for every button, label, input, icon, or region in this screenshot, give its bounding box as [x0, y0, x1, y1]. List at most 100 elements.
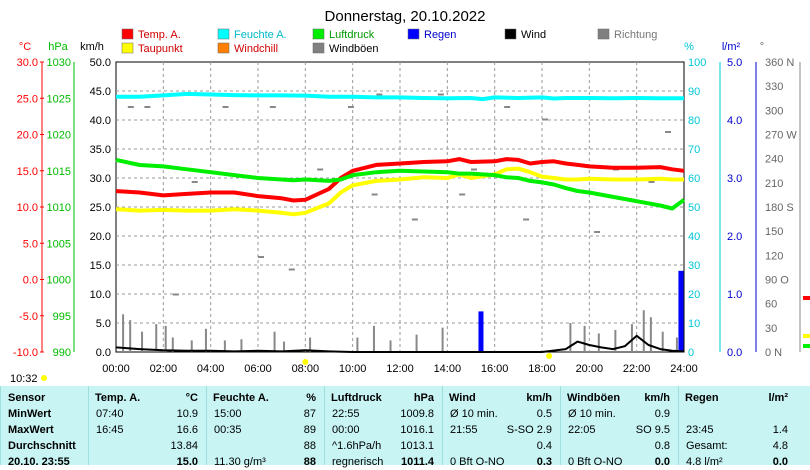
chart-title: Donnerstag, 20.10.2022 [325, 8, 486, 25]
temp-axis-tick: 30.0 [17, 57, 38, 69]
x-tick: 12:00 [386, 363, 414, 375]
legend-label: Temp. A. [138, 29, 181, 41]
legend-swatch [121, 28, 134, 40]
humidity-axis-tick: 80 [688, 115, 700, 127]
x-tick: 16:00 [481, 363, 509, 375]
wind-axis-tick: 30.0 [90, 173, 111, 185]
cell-luftdruck-info: 00:00 [332, 424, 360, 436]
wind-axis-tick: 15.0 [90, 260, 111, 272]
series [115, 91, 810, 365]
cell-luftdruck-value: 1013.1 [400, 440, 434, 452]
header-regen-unit: l/m² [768, 392, 788, 404]
legend-label: Regen [424, 29, 456, 41]
axes: 30.025.020.015.010.05.00.0-5.0-10.0°C103… [13, 41, 801, 375]
humidity-axis-tick: 30 [688, 260, 700, 272]
cell-windboeen-info: 0 Bft O-NO [568, 456, 623, 468]
humidity-axis-unit: % [684, 41, 694, 53]
weather-chart: Donnerstag, 20.10.2022 Temp. A. Taupunkt F… [10, 8, 810, 385]
legend-swatch [504, 28, 517, 40]
direction-axis-tick: 360 N [765, 57, 794, 69]
series-taupunkt [115, 166, 684, 217]
humidity-axis-tick: 20 [688, 289, 700, 301]
table-col-wind [442, 386, 561, 465]
temp-axis-tick: 5.0 [23, 238, 38, 250]
rain-axis-tick: 2.0 [727, 231, 742, 243]
cell-wind-info: Ø 10 min. [450, 408, 498, 420]
cell-windboeen-value: 0.0 [654, 456, 670, 468]
table-row: Durchschnitt 13.84 88 ^1.6hPa/h 1013.1 0.4 0.8… [0, 438, 810, 454]
cell-feuchte-info: 00:35 [214, 424, 242, 436]
direction-axis-tick: 60 [765, 299, 777, 311]
cell-regen-value: 4.8 [772, 440, 788, 452]
cell-windboeen-info: 22:05 [568, 424, 596, 436]
wind-axis-tick: 10.0 [90, 289, 111, 301]
cell-temp-value: 16.6 [176, 424, 198, 436]
header-luftdruck-label: Luftdruck [331, 392, 382, 404]
row-label: MinWert [8, 408, 52, 420]
temp-axis-tick: 10.0 [17, 202, 38, 214]
cell-feuchte-value: 89 [303, 424, 316, 436]
cell-windboeen-value: SO 9.5 [635, 424, 670, 436]
rain-axis-tick: 4.0 [727, 115, 742, 127]
direction-axis-tick: 90 O [765, 275, 789, 287]
direction-axis-tick: 270 W [765, 130, 797, 142]
direction-axis-tick: 240 [765, 154, 783, 166]
pressure-axis-tick: 995 [53, 311, 71, 323]
cell-regen-value: 1.4 [772, 424, 788, 436]
row-label: MaxWert [8, 424, 54, 436]
cell-wind-value: 0.4 [536, 440, 552, 452]
x-tick: 02:00 [150, 363, 178, 375]
legend-swatch [312, 42, 325, 54]
cell-regen-info: 4.8 l/m² [686, 456, 723, 468]
legend-label: Windchill [234, 43, 278, 55]
cell-temp-info: 07:40 [96, 408, 124, 420]
wind-axis-tick: 45.0 [90, 86, 111, 98]
x-tick: 20:00 [576, 363, 604, 375]
cell-wind-value: 0.5 [536, 408, 552, 420]
cell-temp-value: 13.84 [170, 440, 198, 452]
table-col-regen [678, 386, 797, 465]
humidity-axis-tick: 70 [688, 144, 700, 156]
cell-luftdruck-info: regnerisch [332, 456, 384, 468]
legend-label: Wind [521, 29, 546, 41]
legend-label: Windböen [329, 43, 379, 55]
header-temp-unit: °C [185, 392, 198, 404]
temp-axis-tick: -5.0 [19, 311, 38, 323]
header-windboeen-label: Windböen [567, 392, 621, 404]
humidity-axis-tick: 50 [688, 202, 700, 214]
legend-swatch [312, 28, 325, 40]
temp-axis-unit: °C [19, 41, 31, 53]
cell-regen-value: 0.0 [772, 456, 788, 468]
humidity-axis-tick: 10 [688, 318, 700, 330]
legend-label: Luftdruck [329, 29, 375, 41]
cell-feuchte-value: 87 [303, 408, 316, 420]
x-tick: 08:00 [292, 363, 320, 375]
cell-feuchte-info: 11.30 g/m³ [214, 456, 266, 468]
grid [115, 61, 685, 353]
cell-regen-info: 23:45 [686, 424, 714, 436]
header-luftdruck-unit: hPa [413, 392, 434, 404]
regen-bar [678, 270, 684, 352]
pressure-axis-tick: 990 [53, 347, 71, 359]
x-tick: 24:00 [670, 363, 698, 375]
temp-axis-tick: 20.0 [17, 130, 38, 142]
x-tick: 22:00 [623, 363, 651, 375]
header-regen-label: Regen [685, 392, 719, 404]
statistics-table: Sensor Temp. A. °C Feuchte A.% Luftdruck hPa W… [0, 386, 810, 468]
table-header-row: Sensor Temp. A. °C Feuchte A.% Luftdruck hPa W… [0, 390, 810, 406]
humidity-axis-tick: 0 [688, 347, 694, 359]
series-feuchte-a [116, 91, 684, 102]
header-windboeen-unit: km/h [644, 392, 670, 404]
humidity-axis-tick: 90 [688, 86, 700, 98]
humidity-axis-tick: 60 [688, 173, 700, 185]
cell-feuchte-value: 88 [303, 440, 316, 452]
cell-luftdruck-info: ^1.6hPa/h [332, 440, 382, 452]
direction-axis-tick: 30 [765, 323, 777, 335]
cell-temp-info: 16:45 [96, 424, 124, 436]
table-col-feuchte [206, 386, 325, 465]
temp-axis-tick: 15.0 [17, 166, 38, 178]
pressure-axis-tick: 1000 [47, 275, 71, 287]
wind-axis-tick: 0.0 [96, 347, 111, 359]
header-temp-label: Temp. A. [95, 392, 141, 404]
cell-regen-info: Gesamt: [686, 440, 728, 452]
